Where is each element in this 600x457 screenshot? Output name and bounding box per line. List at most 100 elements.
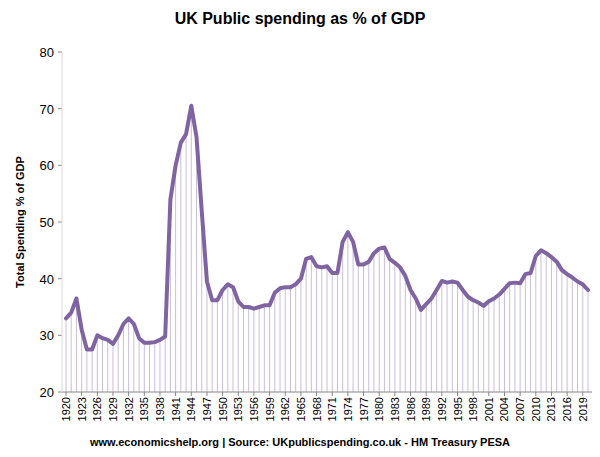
- drop-line: [144, 343, 145, 392]
- drop-line: [347, 232, 348, 392]
- drop-line: [285, 287, 286, 392]
- x-tick: [379, 392, 380, 396]
- drop-line: [332, 273, 333, 392]
- x-tick-label: 1962: [279, 397, 291, 421]
- x-tick-label: 1959: [264, 397, 276, 421]
- x-tick-label: 2007: [514, 397, 526, 421]
- drop-line: [186, 134, 187, 392]
- drop-line: [556, 262, 557, 392]
- drop-line: [452, 282, 453, 393]
- drop-line: [426, 304, 427, 392]
- drop-line: [567, 274, 568, 392]
- x-tick-label: 1920: [60, 397, 72, 421]
- x-tick: [300, 392, 301, 396]
- y-tick-label: 20: [40, 385, 54, 400]
- drop-line: [81, 330, 82, 392]
- drop-line: [295, 284, 296, 392]
- x-tick: [332, 392, 333, 396]
- x-tick: [347, 392, 348, 396]
- drop-line: [483, 306, 484, 392]
- drop-line: [530, 273, 531, 392]
- drop-line: [541, 250, 542, 392]
- drop-line: [71, 313, 72, 392]
- x-tick: [551, 392, 552, 396]
- drop-line: [102, 338, 103, 392]
- x-tick-label: 1929: [107, 397, 119, 421]
- x-tick: [238, 392, 239, 396]
- drop-line: [248, 307, 249, 392]
- y-tick: [58, 165, 62, 166]
- x-tick-label: 1965: [295, 397, 307, 421]
- x-tick: [128, 392, 129, 396]
- drop-line: [300, 279, 301, 392]
- drop-line: [123, 324, 124, 392]
- x-tick-label: 2001: [483, 397, 495, 421]
- x-tick: [473, 392, 474, 396]
- y-tick: [58, 335, 62, 336]
- drop-line: [274, 293, 275, 392]
- drop-line: [462, 290, 463, 392]
- drop-line: [504, 289, 505, 392]
- x-tick: [112, 392, 113, 396]
- drop-line: [191, 106, 192, 392]
- x-tick: [363, 392, 364, 396]
- drop-line: [159, 340, 160, 392]
- x-tick-label: 2010: [530, 397, 542, 421]
- drop-line: [577, 282, 578, 393]
- drop-line: [128, 318, 129, 392]
- x-tick: [159, 392, 160, 396]
- drop-line: [405, 276, 406, 392]
- drop-line: [133, 324, 134, 392]
- drop-line: [551, 257, 552, 392]
- drop-line: [222, 290, 223, 392]
- y-tick-label: 50: [40, 215, 54, 230]
- y-tick-label: 40: [40, 272, 54, 287]
- drop-line: [253, 309, 254, 392]
- x-tick: [285, 392, 286, 396]
- x-tick: [222, 392, 223, 396]
- x-tick-label: 1968: [311, 397, 323, 421]
- x-tick-label: 1947: [201, 397, 213, 421]
- x-tick: [97, 392, 98, 396]
- drop-line: [212, 300, 213, 392]
- drop-line: [327, 266, 328, 392]
- y-tick: [58, 222, 62, 223]
- x-tick: [394, 392, 395, 396]
- x-tick-label: 1932: [123, 397, 135, 421]
- drop-line: [86, 350, 87, 393]
- x-axis: [62, 392, 592, 393]
- drop-line: [154, 342, 155, 392]
- drop-line: [243, 307, 244, 392]
- drop-line: [520, 283, 521, 392]
- drop-line: [514, 283, 515, 392]
- x-tick: [81, 392, 82, 396]
- drop-line: [66, 318, 67, 392]
- series-line: [66, 106, 588, 350]
- chart: UK Public spending as % of GDPTotal Spen…: [0, 0, 600, 457]
- drop-line: [582, 284, 583, 392]
- x-tick-label: 1938: [154, 397, 166, 421]
- drop-line: [379, 249, 380, 392]
- drop-line: [588, 290, 589, 392]
- x-tick-label: 1971: [326, 397, 338, 421]
- x-tick-label: 1995: [452, 397, 464, 421]
- drop-line: [264, 305, 265, 392]
- x-tick: [191, 392, 192, 396]
- x-tick: [175, 392, 176, 396]
- drop-line: [373, 253, 374, 392]
- x-tick-label: 1974: [342, 397, 354, 421]
- x-tick: [66, 392, 67, 396]
- drop-line: [306, 259, 307, 392]
- drop-line: [488, 301, 489, 392]
- plot-area: [66, 106, 588, 392]
- x-tick: [426, 392, 427, 396]
- drop-line: [112, 344, 113, 392]
- drop-line: [467, 297, 468, 392]
- x-tick-label: 1923: [76, 397, 88, 421]
- x-tick: [488, 392, 489, 396]
- x-tick-label: 1980: [373, 397, 385, 421]
- drop-line: [457, 283, 458, 392]
- drop-line: [206, 282, 207, 393]
- drop-line: [431, 299, 432, 393]
- drop-line: [561, 270, 562, 392]
